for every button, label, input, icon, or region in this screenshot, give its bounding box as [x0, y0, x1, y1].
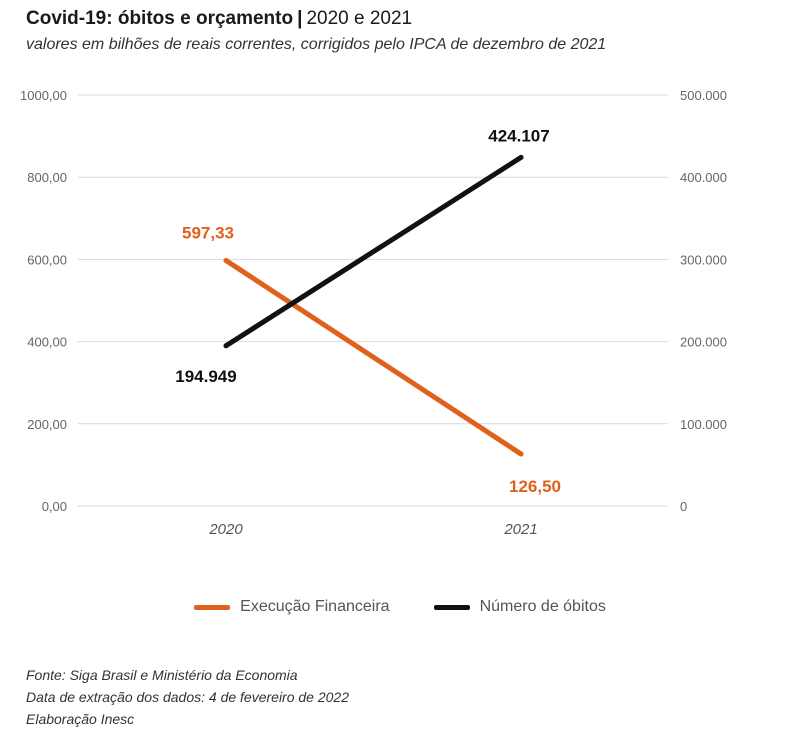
title-separator: |	[297, 8, 303, 29]
left-axis-tick-label: 800,00	[27, 170, 67, 185]
chart-title-main: Covid-19: óbitos e orçamento	[26, 8, 294, 29]
data-point	[223, 343, 229, 349]
data-label: 126,50	[509, 477, 561, 496]
legend-label-obitos: Número de óbitos	[479, 598, 606, 615]
left-axis-tick-label: 600,00	[27, 252, 67, 267]
right-axis-tick-label: 0	[680, 499, 687, 514]
line-chart: 0,00 200,00 400,00 600,00 800,00 1000,00 0 100.…	[20, 88, 727, 538]
data-label: 194.949	[175, 367, 236, 386]
extraction-date-note: Data de extração dos dados: 4 de feverei…	[26, 689, 349, 705]
data-point	[518, 451, 524, 457]
legend-swatch-execucao	[194, 604, 231, 610]
chart-footer: Fonte: Siga Brasil e Ministério da Econo…	[26, 664, 349, 730]
right-axis-tick-label: 500.000	[680, 88, 727, 103]
left-axis-tick-label: 0,00	[42, 499, 67, 514]
data-label: 424.107	[488, 126, 549, 145]
series-line-execucao	[223, 257, 524, 457]
right-axis-tick-label: 100.000	[680, 417, 727, 432]
legend-item-execucao: Execução Financeira	[194, 598, 390, 616]
author-note: Elaboração Inesc	[26, 711, 135, 727]
data-label: 597,33	[182, 223, 234, 242]
chart-legend: Execução Financeira Número de óbitos	[0, 598, 800, 616]
chart-title-years: 2020 e 2021	[306, 8, 413, 29]
series-line-obitos	[223, 154, 524, 349]
chart-subtitle: valores em bilhões de reais correntes, c…	[26, 36, 607, 53]
x-axis-tick-label: 2021	[503, 521, 537, 538]
left-axis-tick-label: 200,00	[27, 417, 67, 432]
source-note: Fonte: Siga Brasil e Ministério da Econo…	[26, 667, 298, 683]
x-axis-tick-label: 2020	[208, 521, 243, 538]
legend-item-obitos: Número de óbitos	[433, 598, 606, 616]
legend-swatch-obitos	[433, 604, 470, 610]
legend-label-execucao: Execução Financeira	[240, 598, 390, 615]
chart-title: Covid-19: óbitos e orçamento | 2020 e 2021	[26, 8, 412, 30]
right-axis-tick-label: 300.000	[680, 252, 727, 267]
left-axis-tick-label: 400,00	[27, 335, 67, 350]
data-point	[518, 154, 524, 160]
right-axis-tick-label: 200.000	[680, 335, 727, 350]
right-axis-tick-label: 400.000	[680, 170, 727, 185]
data-point	[223, 257, 229, 263]
left-axis-tick-label: 1000,00	[20, 88, 67, 103]
